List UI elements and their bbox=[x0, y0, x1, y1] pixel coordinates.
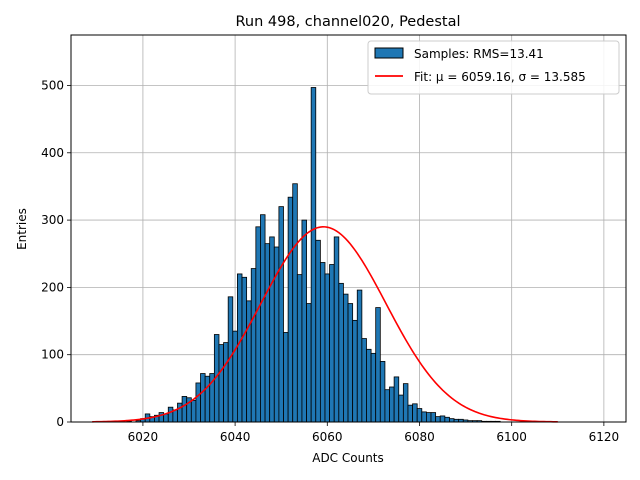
y-axis-label: Entries bbox=[15, 208, 29, 250]
histogram-bar bbox=[352, 319, 358, 423]
histogram-bar bbox=[333, 236, 340, 423]
histogram-bar bbox=[181, 396, 188, 423]
histogram-bar bbox=[218, 344, 224, 423]
x-axis-ticks: 6020 6040 6060 6080 6100 6120 bbox=[128, 422, 620, 444]
y-tick-label-0: 0 bbox=[56, 415, 64, 429]
x-tick-label-1: 6040 bbox=[220, 430, 251, 444]
histogram-bar bbox=[366, 348, 372, 423]
histogram-bars bbox=[126, 87, 501, 423]
histogram-bar bbox=[412, 403, 418, 423]
histogram-bar bbox=[260, 214, 266, 423]
x-tick-label-3: 6080 bbox=[404, 430, 435, 444]
chart-title: Run 498, channel020, Pedestal bbox=[235, 14, 460, 30]
histogram-bar bbox=[200, 373, 206, 423]
histogram-bar bbox=[398, 394, 404, 423]
legend-fit-label: Fit: μ = 6059.16, σ = 13.585 bbox=[414, 70, 586, 84]
histogram-bar bbox=[416, 408, 423, 423]
x-tick-label-0: 6020 bbox=[128, 430, 159, 444]
y-tick-label-3: 300 bbox=[41, 213, 64, 227]
x-tick-label-5: 6120 bbox=[589, 430, 620, 444]
histogram-bar bbox=[177, 402, 183, 423]
histogram-bar bbox=[384, 389, 390, 423]
histogram-bar bbox=[292, 183, 298, 423]
histogram-bar bbox=[379, 361, 386, 423]
histogram-bar bbox=[250, 268, 257, 423]
histogram-bar bbox=[163, 413, 169, 423]
histogram-bar bbox=[439, 415, 446, 423]
histogram-bar bbox=[435, 416, 441, 423]
histogram-bar bbox=[347, 303, 354, 423]
histogram-bar bbox=[324, 273, 331, 423]
histogram-bar bbox=[338, 282, 344, 423]
histogram-bar bbox=[301, 219, 307, 423]
histogram-bar bbox=[287, 196, 294, 423]
histogram-bar bbox=[430, 412, 437, 423]
histogram-bar bbox=[264, 243, 271, 423]
histogram-bar bbox=[421, 411, 427, 423]
histogram-bar bbox=[195, 382, 201, 423]
histogram-bar bbox=[255, 226, 261, 423]
histogram-bar bbox=[310, 87, 317, 423]
histogram-bar bbox=[167, 406, 174, 423]
histogram-bar bbox=[393, 376, 400, 423]
histogram-bar bbox=[232, 330, 238, 423]
histogram-bar bbox=[246, 300, 252, 423]
y-tick-label-4: 400 bbox=[41, 146, 64, 160]
histogram-bar bbox=[370, 352, 377, 423]
histogram-bar bbox=[223, 342, 229, 423]
histogram-bar bbox=[449, 418, 455, 423]
legend-histogram-label: Samples: RMS=13.41 bbox=[414, 47, 544, 61]
histogram-bar bbox=[319, 262, 326, 423]
y-tick-label-5: 500 bbox=[41, 78, 64, 92]
histogram-bar bbox=[444, 416, 450, 423]
grid-lines bbox=[71, 35, 626, 423]
plot-frame bbox=[70, 34, 627, 423]
histogram-bar bbox=[402, 383, 409, 423]
x-tick-label-2: 6060 bbox=[312, 430, 343, 444]
histogram-bar bbox=[237, 273, 243, 423]
histogram-bar bbox=[375, 307, 381, 423]
y-tick-label-1: 100 bbox=[41, 348, 64, 362]
histogram-bar bbox=[283, 332, 289, 423]
histogram-bar bbox=[190, 400, 197, 423]
histogram-bar bbox=[269, 236, 275, 423]
y-axis-ticks: 0 100 200 300 400 500 bbox=[41, 78, 71, 429]
histogram-bar bbox=[426, 412, 432, 423]
histogram-bar bbox=[315, 239, 321, 423]
histogram-bar bbox=[356, 289, 363, 423]
histogram-bar bbox=[241, 276, 248, 423]
histogram-bar bbox=[296, 274, 303, 423]
histogram-bar bbox=[329, 264, 335, 423]
x-tick-label-4: 6100 bbox=[496, 430, 527, 444]
histogram-bar bbox=[306, 303, 312, 423]
y-tick-label-2: 200 bbox=[41, 280, 64, 294]
legend-histogram-swatch bbox=[374, 47, 404, 59]
fit-curve bbox=[92, 226, 558, 423]
x-axis-label: ADC Counts bbox=[312, 451, 384, 465]
histogram-bar bbox=[361, 338, 367, 423]
histogram-bar bbox=[389, 386, 395, 423]
histogram-bar bbox=[204, 375, 211, 423]
legend: Samples: RMS=13.41 Fit: μ = 6059.16, σ =… bbox=[367, 40, 620, 95]
histogram-bar bbox=[407, 404, 413, 423]
histogram-bar bbox=[343, 293, 349, 423]
histogram-bar bbox=[278, 206, 284, 423]
